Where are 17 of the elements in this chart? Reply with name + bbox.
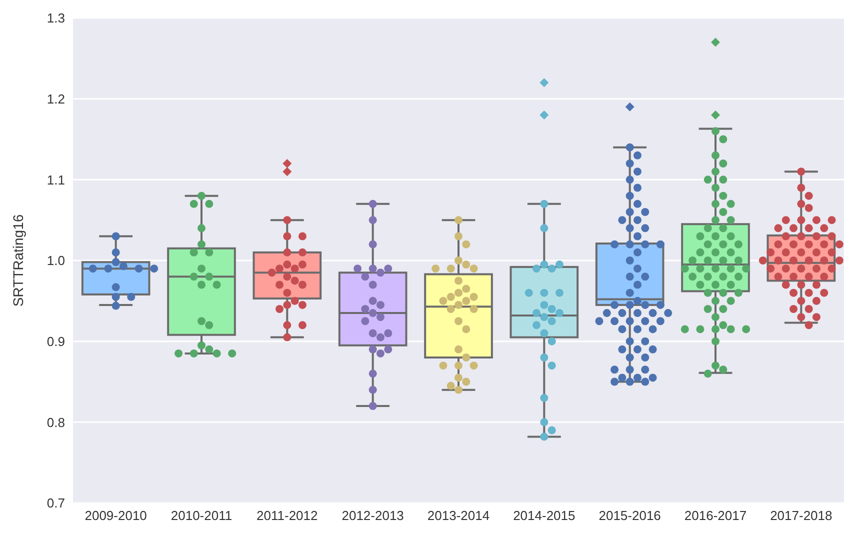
x-tick-label: 2013-2014	[427, 508, 490, 524]
x-tick-label: 2017-2018	[770, 508, 832, 524]
y-tick-label: 0.7	[46, 496, 65, 511]
y-tick-label: 1.0	[46, 253, 65, 268]
y-tick-label: 0.8	[46, 414, 65, 430]
x-tick-label: 2014-2015	[513, 508, 576, 524]
y-axis-title: SRTTRating16	[10, 214, 26, 307]
y-tick-label: 1.3	[46, 10, 65, 26]
x-tick-label: 2009-2010	[84, 508, 147, 524]
x-tick-label: 2010-2011	[170, 508, 232, 524]
x-tick-label: 2012-2013	[342, 508, 404, 524]
y-tick-label: 1.1	[46, 172, 65, 188]
x-tick-label: 2016-2017	[684, 508, 747, 524]
x-tick-label: 2015-2016	[598, 508, 661, 524]
y-tick-label: 1.2	[46, 91, 65, 106]
x-tick-label: 2011-2012	[256, 508, 318, 524]
y-tick-label: 0.9	[46, 334, 65, 349]
